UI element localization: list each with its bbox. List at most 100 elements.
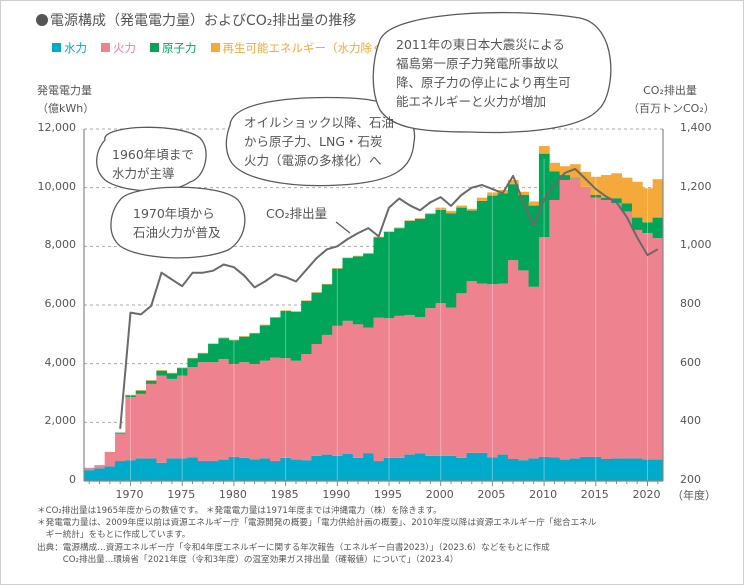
bar-thermal-1971: [135, 393, 147, 459]
bubble-diversification: [225, 96, 416, 187]
bar-thermal-1994: [373, 317, 385, 462]
bar-thermal-2002: [456, 293, 467, 458]
bar-hydro-2002: [456, 457, 467, 481]
bar-thermal-2005: [487, 284, 498, 458]
bar-renewable-2021: [652, 179, 664, 218]
bar-hydro-1985: [280, 457, 292, 481]
bar-nuclear-1982: [249, 333, 261, 364]
bar-hydro-1987: [301, 460, 312, 481]
bar-thermal-1984: [270, 357, 281, 462]
bar-thermal-2008: [518, 270, 529, 461]
y2-tick-label: 1,400: [680, 121, 712, 134]
bar-nuclear-2018: [621, 203, 633, 212]
bar-hydro-1988: [311, 455, 323, 481]
bar-renewable-2016: [600, 175, 612, 198]
footnote: ギー統計」をもとに作成しています。: [37, 530, 191, 541]
bar-nuclear-1986: [290, 311, 302, 361]
bar-thermal-1997: [404, 314, 416, 455]
bar-renewable-1985: [280, 310, 292, 311]
y-tick-label: 4,000: [44, 355, 77, 369]
bar-nuclear-1999: [425, 214, 436, 309]
bar-thermal-2020: [642, 233, 654, 460]
bar-renewable-1983: [259, 324, 271, 326]
y2-tick-label: 1,200: [680, 179, 712, 193]
bar-nuclear-2013: [569, 177, 581, 179]
bar-thermal-1986: [290, 360, 302, 460]
y2-tick-label: 600: [680, 355, 701, 369]
bar-hydro-2010: [538, 456, 550, 481]
bar-thermal-1991: [342, 320, 354, 455]
bar-nuclear-1975: [177, 368, 188, 376]
annotation-line: 2011年の東日本大震災による: [396, 37, 565, 52]
y2-axis-title: CO₂排出量 （百万トンCO₂）: [628, 82, 715, 118]
bar-renewable-2011: [549, 162, 561, 172]
bar-renewable-2015: [590, 176, 602, 195]
bar-hydro-1997: [404, 454, 416, 481]
co2-line: [119, 167, 659, 429]
bar-nuclear-2016: [600, 197, 612, 200]
bar-nuclear-2008: [518, 195, 529, 271]
bar-renewable-1982: [249, 332, 261, 334]
bar-renewable-1997: [404, 220, 416, 221]
annotation-line: 福島第一原子力発電所事故以: [396, 56, 559, 71]
bar-renewable-2013: [569, 164, 581, 178]
bar-thermal-2015: [590, 197, 602, 457]
bar-hydro-1982: [249, 459, 261, 481]
bar-hydro-1998: [414, 453, 426, 481]
x-tick-label: 1980: [218, 488, 247, 501]
bar-hydro-1995: [383, 457, 395, 481]
legend-item-renewable: 再生可能エネルギー（水力除く）: [210, 40, 395, 56]
bar-thermal-1974: [166, 378, 178, 459]
bar-hydro-2021: [652, 459, 664, 481]
bar-nuclear-1981: [239, 336, 250, 363]
co2-label-leader: [335, 221, 351, 234]
bar-nuclear-1983: [259, 325, 271, 361]
source-note: 出典：電源構成…資源エネルギー庁「令和4年度エネルギーに関する年次報告（エネルギ…: [37, 542, 550, 553]
legend-label: 火力: [113, 41, 136, 55]
bar-nuclear-1995: [383, 231, 395, 319]
bar-hydro-1993: [363, 453, 374, 481]
bar-hydro-2000: [435, 455, 447, 481]
bar-nuclear-2009: [528, 205, 540, 287]
legend: 水力 火力 原子力 再生可能エネルギー（水力除く）: [52, 40, 395, 56]
bar-thermal-1989: [321, 334, 333, 455]
annotation-line: 1970年頃から: [133, 206, 215, 221]
bar-thermal-1993: [363, 327, 374, 454]
bar-hydro-2018: [621, 458, 633, 481]
bar-hydro-1980: [228, 456, 240, 481]
bar-hydro-2011: [549, 457, 561, 481]
bar-nuclear-1985: [280, 310, 292, 359]
chart-title: 電源構成（発電電力量）およびCO₂排出量の推移: [36, 10, 356, 30]
bar-thermal-1988: [311, 344, 323, 456]
bar-hydro-1989: [321, 454, 333, 481]
bar-hydro-2017: [611, 458, 623, 481]
x-tick-label: 2010: [529, 488, 558, 501]
bar-nuclear-2010: [538, 153, 550, 238]
bar-renewable-2003: [466, 208, 478, 211]
bar-renewable-1999: [425, 213, 436, 215]
co2-line-label: CO₂排出量: [266, 206, 328, 221]
bar-hydro-1969: [115, 461, 126, 481]
x-tick-label: 1970: [115, 488, 144, 501]
y-axis-title-line: 発電電力量: [37, 84, 92, 97]
bar-renewable-2019: [631, 181, 643, 218]
bar-nuclear-1977: [197, 353, 209, 363]
bar-renewable-1988: [311, 292, 323, 293]
bar-hydro-1986: [290, 459, 302, 481]
legend-swatch: [52, 43, 61, 52]
bar-nuclear-1998: [414, 218, 426, 318]
x-tick-label: 1975: [167, 488, 196, 501]
bar-nuclear-1969: [115, 432, 126, 434]
bar-thermal-2010: [538, 237, 550, 457]
bar-nuclear-1970: [125, 395, 137, 398]
x-tick-label: 1990: [322, 488, 351, 501]
bar-hydro-2015: [590, 456, 602, 481]
x-tick-label: 2005: [477, 488, 506, 501]
bar-nuclear-2019: [631, 217, 643, 230]
bar-thermal-1967: [94, 465, 106, 469]
bar-hydro-1990: [332, 455, 343, 481]
legend-item-nuclear: 原子力: [150, 40, 197, 56]
bar-hydro-2019: [631, 458, 643, 481]
bar-hydro-1972: [146, 458, 157, 481]
bar-thermal-1978: [208, 362, 219, 462]
